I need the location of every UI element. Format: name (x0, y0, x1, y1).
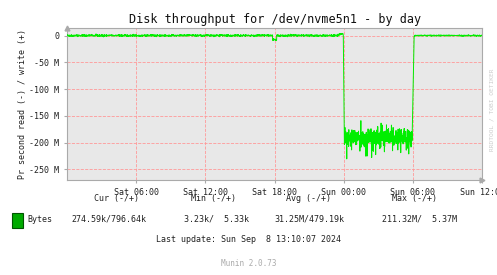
Text: Bytes: Bytes (27, 214, 52, 224)
Title: Disk throughput for /dev/nvme5n1 - by day: Disk throughput for /dev/nvme5n1 - by da… (129, 13, 420, 26)
Y-axis label: Pr second read (-) / write (+): Pr second read (-) / write (+) (18, 29, 27, 179)
Text: RRDTOOL / TOBI OETIKER: RRDTOOL / TOBI OETIKER (490, 69, 495, 151)
Text: Munin 2.0.73: Munin 2.0.73 (221, 258, 276, 268)
Text: Min (-/+): Min (-/+) (191, 194, 236, 203)
Text: Cur (-/+): Cur (-/+) (94, 194, 139, 203)
Text: 211.32M/  5.37M: 211.32M/ 5.37M (383, 214, 457, 224)
Text: 3.23k/  5.33k: 3.23k/ 5.33k (184, 214, 248, 224)
Text: 274.59k/796.64k: 274.59k/796.64k (72, 214, 147, 224)
Text: 31.25M/479.19k: 31.25M/479.19k (274, 214, 344, 224)
Text: Avg (-/+): Avg (-/+) (286, 194, 331, 203)
Text: Max (-/+): Max (-/+) (393, 194, 437, 203)
Text: Last update: Sun Sep  8 13:10:07 2024: Last update: Sun Sep 8 13:10:07 2024 (156, 235, 341, 244)
